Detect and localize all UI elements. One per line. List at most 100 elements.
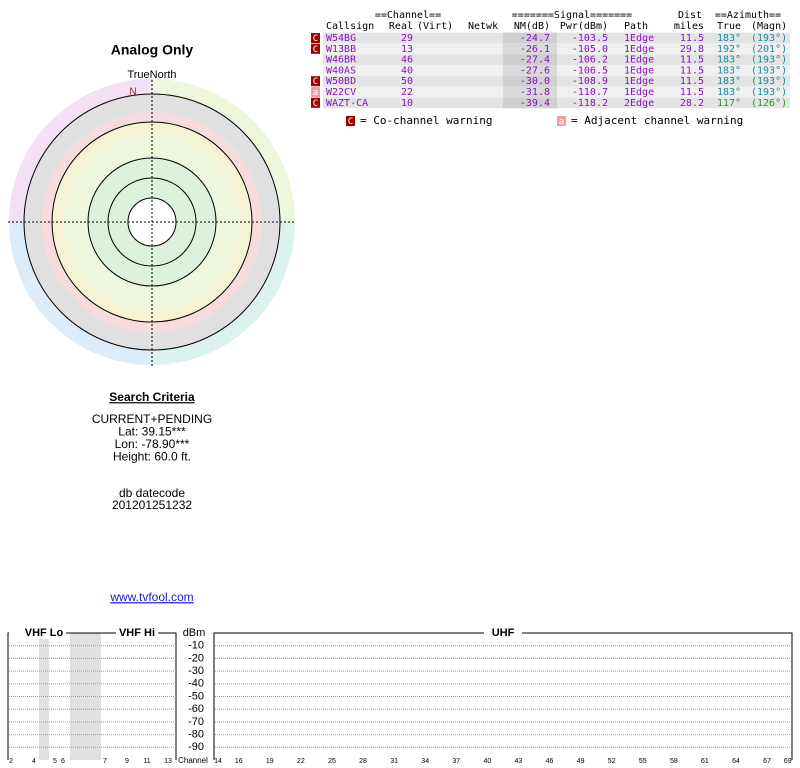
channel-label: 7 [103,758,107,765]
warning-icon: C [313,99,318,109]
column-header: Real [389,21,413,32]
column-header: True [717,21,741,32]
table-cell: (193°) [751,87,787,98]
y-tick-label: -40 [188,678,204,690]
channel-label: 11 [143,758,150,765]
channel-label: 22 [297,758,305,765]
table-cell: -118.2 [572,98,608,109]
band-label-bg [9,627,66,639]
table-cell: -103.5 [572,33,608,44]
table-cell: 1Edge [624,76,654,87]
table-cell: 1Edge [624,65,654,76]
table-cell: -27.6 [520,65,550,76]
table-cell: W46BR [326,55,357,66]
nm-cell-background [503,86,557,98]
search-line: CURRENT+PENDING [92,412,212,426]
warning-icon-box [311,87,320,97]
table-cell: -24.7 [520,33,550,44]
warning-icon-box [311,76,320,87]
channel-label: 37 [452,758,460,765]
table-cell: 10 [401,98,413,109]
y-tick-label: -60 [188,703,204,715]
channel-label: 46 [546,758,554,765]
channel-label: 9 [125,758,129,765]
table-cell: 11.5 [680,87,704,98]
warning-icon: C [313,77,318,87]
table-cell: -39.4 [520,98,550,109]
table-cell: 183° [717,65,741,76]
nm-cell-background [503,65,557,76]
search-line: Lat: 39.15*** [118,425,186,439]
warning-icon: a [313,88,318,98]
table-cell: 11.5 [680,65,704,76]
channel-label: 58 [670,758,678,765]
table-cell: (193°) [751,55,787,66]
warning-icon: C [313,34,318,44]
column-header: Path [624,21,648,32]
column-header: (Magn) [751,21,787,32]
channel-label: 25 [328,758,336,765]
table-cell: (193°) [751,65,787,76]
band-label-bg [116,627,158,639]
group-header: =======Signal======= [512,10,632,21]
datecode-label: db datecode [119,486,185,500]
y-tick-label: -90 [188,741,204,753]
table-cell: 11.5 [680,33,704,44]
table-cell: 192° [717,44,741,55]
site-link[interactable]: www.tvfool.com [109,590,193,604]
column-header: miles [674,21,704,32]
y-tick-label: -30 [188,665,204,677]
column-header: NM(dB) [514,21,550,32]
channel-label: 16 [235,758,243,765]
table-cell: W22CV [326,87,356,98]
y-tick-label: -20 [188,652,204,664]
nm-cell-background [503,32,557,44]
compass-label: TrueNorth [127,69,176,81]
y-tick-label: -10 [188,640,204,652]
channel-label: 67 [763,758,771,765]
channel-label: 34 [421,758,429,765]
channel-label: 69 [784,758,792,765]
table-cell: -106.2 [572,55,608,66]
nm-cell-background [503,75,557,87]
table-cell: 29.8 [680,44,704,55]
channel-label: 14 [214,758,222,765]
table-cell: 11.5 [680,55,704,66]
table-cell: WAZT-CA [326,98,368,109]
legend-text: = Adjacent channel warning [571,114,743,127]
channel-label: 31 [390,758,398,765]
channel-label: 49 [577,758,585,765]
y-axis-label: dBm [183,627,206,639]
table-cell: 1Edge [624,44,654,55]
y-tick-label: -80 [188,729,204,741]
table-cell: -27.4 [520,55,550,66]
channel-chart: VHF Lo VHF Hi UHFdBm-10-20-30-40-50-60-70-… [7,627,793,765]
y-tick-label: -50 [188,690,204,702]
table-cell: 183° [717,87,741,98]
table-cell: 50 [401,76,413,87]
channel-label: 4 [32,758,36,765]
station-table: ==Channel== =======Signal======= Dist ==Azi… [311,10,790,127]
band-label-bg [484,627,522,639]
group-header: ==Channel== [375,10,441,21]
channel-label: 52 [608,758,616,765]
channel-label: 61 [701,758,709,765]
table-cell: (126°) [751,98,787,109]
table-cell: W40AS [326,65,356,76]
datecode: 201201251232 [112,498,192,512]
table-cell: 183° [717,33,741,44]
table-cell: -106.5 [572,65,608,76]
table-cell: 28.2 [680,98,704,109]
channel-label: 6 [61,758,65,765]
warning-icon-box [311,33,320,43]
channel-label: 55 [639,758,647,765]
legend-icon: a [559,117,564,127]
channel-label: 13 [164,758,172,765]
warning-icon: C [313,45,318,55]
channel-label: 19 [266,758,274,765]
search-line: Height: 60.0 ft. [113,450,191,464]
legend-icon-box [557,116,566,126]
channel-label: 5 [53,758,57,765]
